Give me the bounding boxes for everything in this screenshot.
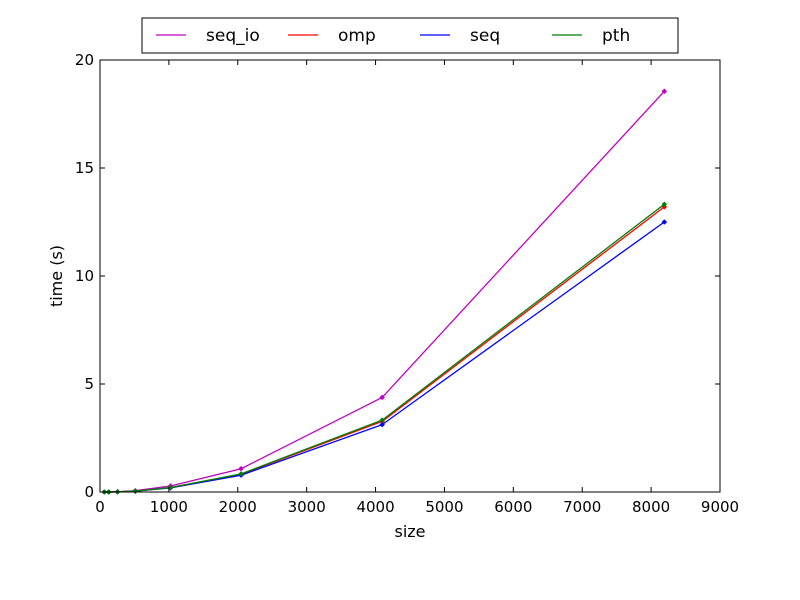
y-tick-label: 5: [84, 375, 94, 393]
x-tick-label: 0: [95, 498, 105, 516]
x-tick-label: 4000: [356, 498, 394, 516]
legend: seq_io omp seq pth: [141, 17, 679, 54]
y-tick-label: 15: [75, 159, 94, 177]
y-axis-label: time (s): [47, 245, 66, 307]
data-point-pth: [238, 471, 244, 477]
y-tick-label: 20: [75, 51, 94, 69]
legend-box: [141, 17, 679, 54]
x-tick-label: 7000: [563, 498, 601, 516]
x-tick-label: 5000: [425, 498, 463, 516]
legend-label-omp: omp: [338, 26, 376, 46]
ticks-layer: 0 1000 2000 3000 4000 5000 6000 7000 8000 9000 0 5 1…: [75, 51, 739, 516]
data-point-seq: [379, 421, 386, 428]
x-tick-label: 1000: [150, 498, 188, 516]
legend-label-seq: seq: [470, 26, 500, 46]
legend-label-seq-io: seq_io: [206, 26, 260, 46]
data-point-seq-io: [379, 394, 386, 401]
legend-items: seq_io omp seq pth: [156, 26, 630, 46]
y-tick-label: 10: [75, 267, 94, 285]
legend-label-pth: pth: [602, 26, 630, 46]
data-point-pth: [661, 201, 668, 208]
x-tick-label: 3000: [288, 498, 326, 516]
x-axis-label: size: [394, 522, 425, 541]
x-tick-label: 8000: [632, 498, 670, 516]
x-tick-label: 2000: [219, 498, 257, 516]
x-tick-label: 6000: [494, 498, 532, 516]
x-tick-label: 9000: [701, 498, 739, 516]
data-point-seq: [661, 219, 668, 225]
data-point-seq-io: [661, 88, 668, 95]
y-tick-label: 0: [84, 483, 94, 501]
data-point-pth: [379, 417, 386, 423]
